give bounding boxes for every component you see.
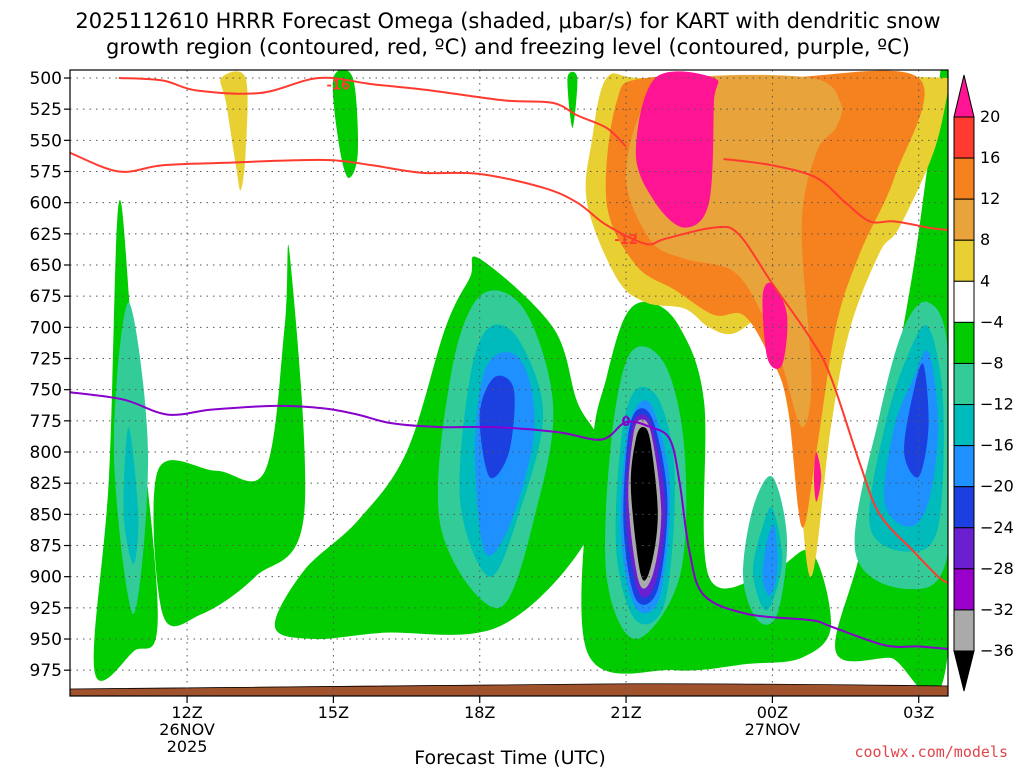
freezing-contour-0 [70, 391, 948, 650]
colorbar-label-2: 12 [980, 189, 1000, 208]
y-tick-label-500: 500 [30, 69, 62, 89]
colorbar-label-11: −28 [980, 559, 1014, 578]
colorbar-label-9: −20 [980, 477, 1014, 496]
y-tick-label-850: 850 [30, 505, 62, 525]
freezing-label-0: 0 [622, 415, 631, 430]
colorbar-box-3 [953, 239, 975, 282]
y-tick-label-625: 625 [30, 225, 62, 245]
y-tick-label-925: 925 [30, 599, 62, 619]
colorbar-label-3: 8 [980, 230, 990, 249]
omega-cell-16 [630, 427, 658, 581]
y-tick-label-750: 750 [30, 381, 62, 401]
colorbar-box-11 [953, 568, 975, 611]
colorbar-box-5 [953, 321, 975, 364]
y-tick-label-600: 600 [30, 194, 62, 214]
y-tick-label-550: 550 [30, 131, 62, 151]
y-tick-label-700: 700 [30, 318, 62, 338]
terrain-band [70, 683, 948, 696]
y-tick-label-575: 575 [30, 163, 62, 183]
colorbar-bottom-arrow [953, 650, 975, 692]
y-tick-label-975: 975 [30, 661, 62, 681]
colorbar-label-7: −12 [980, 395, 1014, 414]
colorbar-box-4 [953, 280, 975, 323]
colorbar: 20 16 12 8 4 −4 −8 −12 −16 −20 −24 −28 −32 −36 [953, 74, 1014, 692]
omega-cell-31 [635, 71, 719, 228]
y-tick-label-775: 775 [30, 412, 62, 432]
colorbar-box-6 [953, 362, 975, 406]
title-line-1: 2025112610 HRRR Forecast Omega (shaded, … [75, 9, 940, 33]
x-tick-label-15-0: 15Z [318, 703, 349, 722]
colorbar-box-9 [953, 486, 975, 529]
colorbar-box-12 [953, 609, 975, 652]
terrain-shape [70, 683, 948, 696]
colorbar-label-6: −8 [980, 353, 1004, 372]
omega-cell-25 [220, 71, 248, 191]
x-tick-label-12-0: 12Z [171, 703, 202, 722]
colorbar-box-0 [953, 116, 975, 159]
x-tick-label-21-0: 21Z [610, 703, 641, 722]
colorbar-box-1 [953, 157, 975, 200]
y-tick-label-875: 875 [30, 537, 62, 557]
colorbar-label-13: −36 [980, 641, 1014, 660]
omega-cell-3 [153, 244, 306, 627]
colorbar-box-7 [953, 404, 975, 447]
omega-cell-2 [123, 427, 139, 565]
plot-frame [69, 69, 949, 697]
x-tick-label-18-0: 18Z [464, 703, 495, 722]
y-tick-label-950: 950 [30, 630, 62, 650]
colorbar-top-arrow [953, 74, 975, 118]
snow-growth-label-1: -12 [614, 233, 638, 248]
colorbar-label-1: 16 [980, 148, 1000, 167]
y-tick-label-675: 675 [30, 287, 62, 307]
x-axis-label: Forecast Time (UTC) [414, 747, 605, 768]
x-tick-label-27-0: 03Z [903, 703, 934, 722]
colorbar-label-5: −4 [980, 312, 1004, 331]
y-axis: 500 525 550 575 600 625 650 675 700 725 750 775 800 8… [30, 69, 70, 681]
x-tick-label-24-0: 00Z [757, 703, 788, 722]
y-tick-label-525: 525 [30, 100, 62, 120]
snow-growth-label-0: -16 [327, 78, 351, 93]
x-tick-label-12-1: 26NOV [159, 720, 215, 739]
colorbar-box-2 [953, 198, 975, 241]
title-line-2: growth region (contoured, red, ºC) and f… [106, 35, 910, 59]
y-tick-label-825: 825 [30, 474, 62, 494]
y-tick-label-725: 725 [30, 350, 62, 370]
snow-growth-contour-2 [723, 158, 948, 232]
colorbar-label-0: 20 [980, 107, 1000, 126]
omega-cell-19 [762, 525, 778, 596]
omega-shading [93, 70, 948, 696]
omega-cell-26 [332, 70, 358, 178]
x-tick-label-24-1: 27NOV [745, 720, 801, 739]
y-tick-label-650: 650 [30, 256, 62, 276]
x-tick-label-12-2: 2025 [167, 737, 208, 756]
credit-text: coolwx.com/models [854, 743, 1008, 761]
colorbar-label-4: 4 [980, 271, 990, 290]
snow-growth-contour-0 [118, 76, 627, 148]
omega-cell-32 [762, 282, 788, 369]
colorbar-label-12: −32 [980, 600, 1014, 619]
y-tick-label-900: 900 [30, 568, 62, 588]
omega-cell-33 [813, 452, 822, 502]
colorbar-box-10 [953, 527, 975, 570]
contour-lines: -16 -12 0 [70, 76, 948, 650]
colorbar-label-10: −24 [980, 518, 1014, 537]
snow-growth-contour-1 [70, 151, 948, 584]
colorbar-box-8 [953, 445, 975, 488]
y-tick-label-800: 800 [30, 443, 62, 463]
colorbar-label-8: −16 [980, 436, 1014, 455]
